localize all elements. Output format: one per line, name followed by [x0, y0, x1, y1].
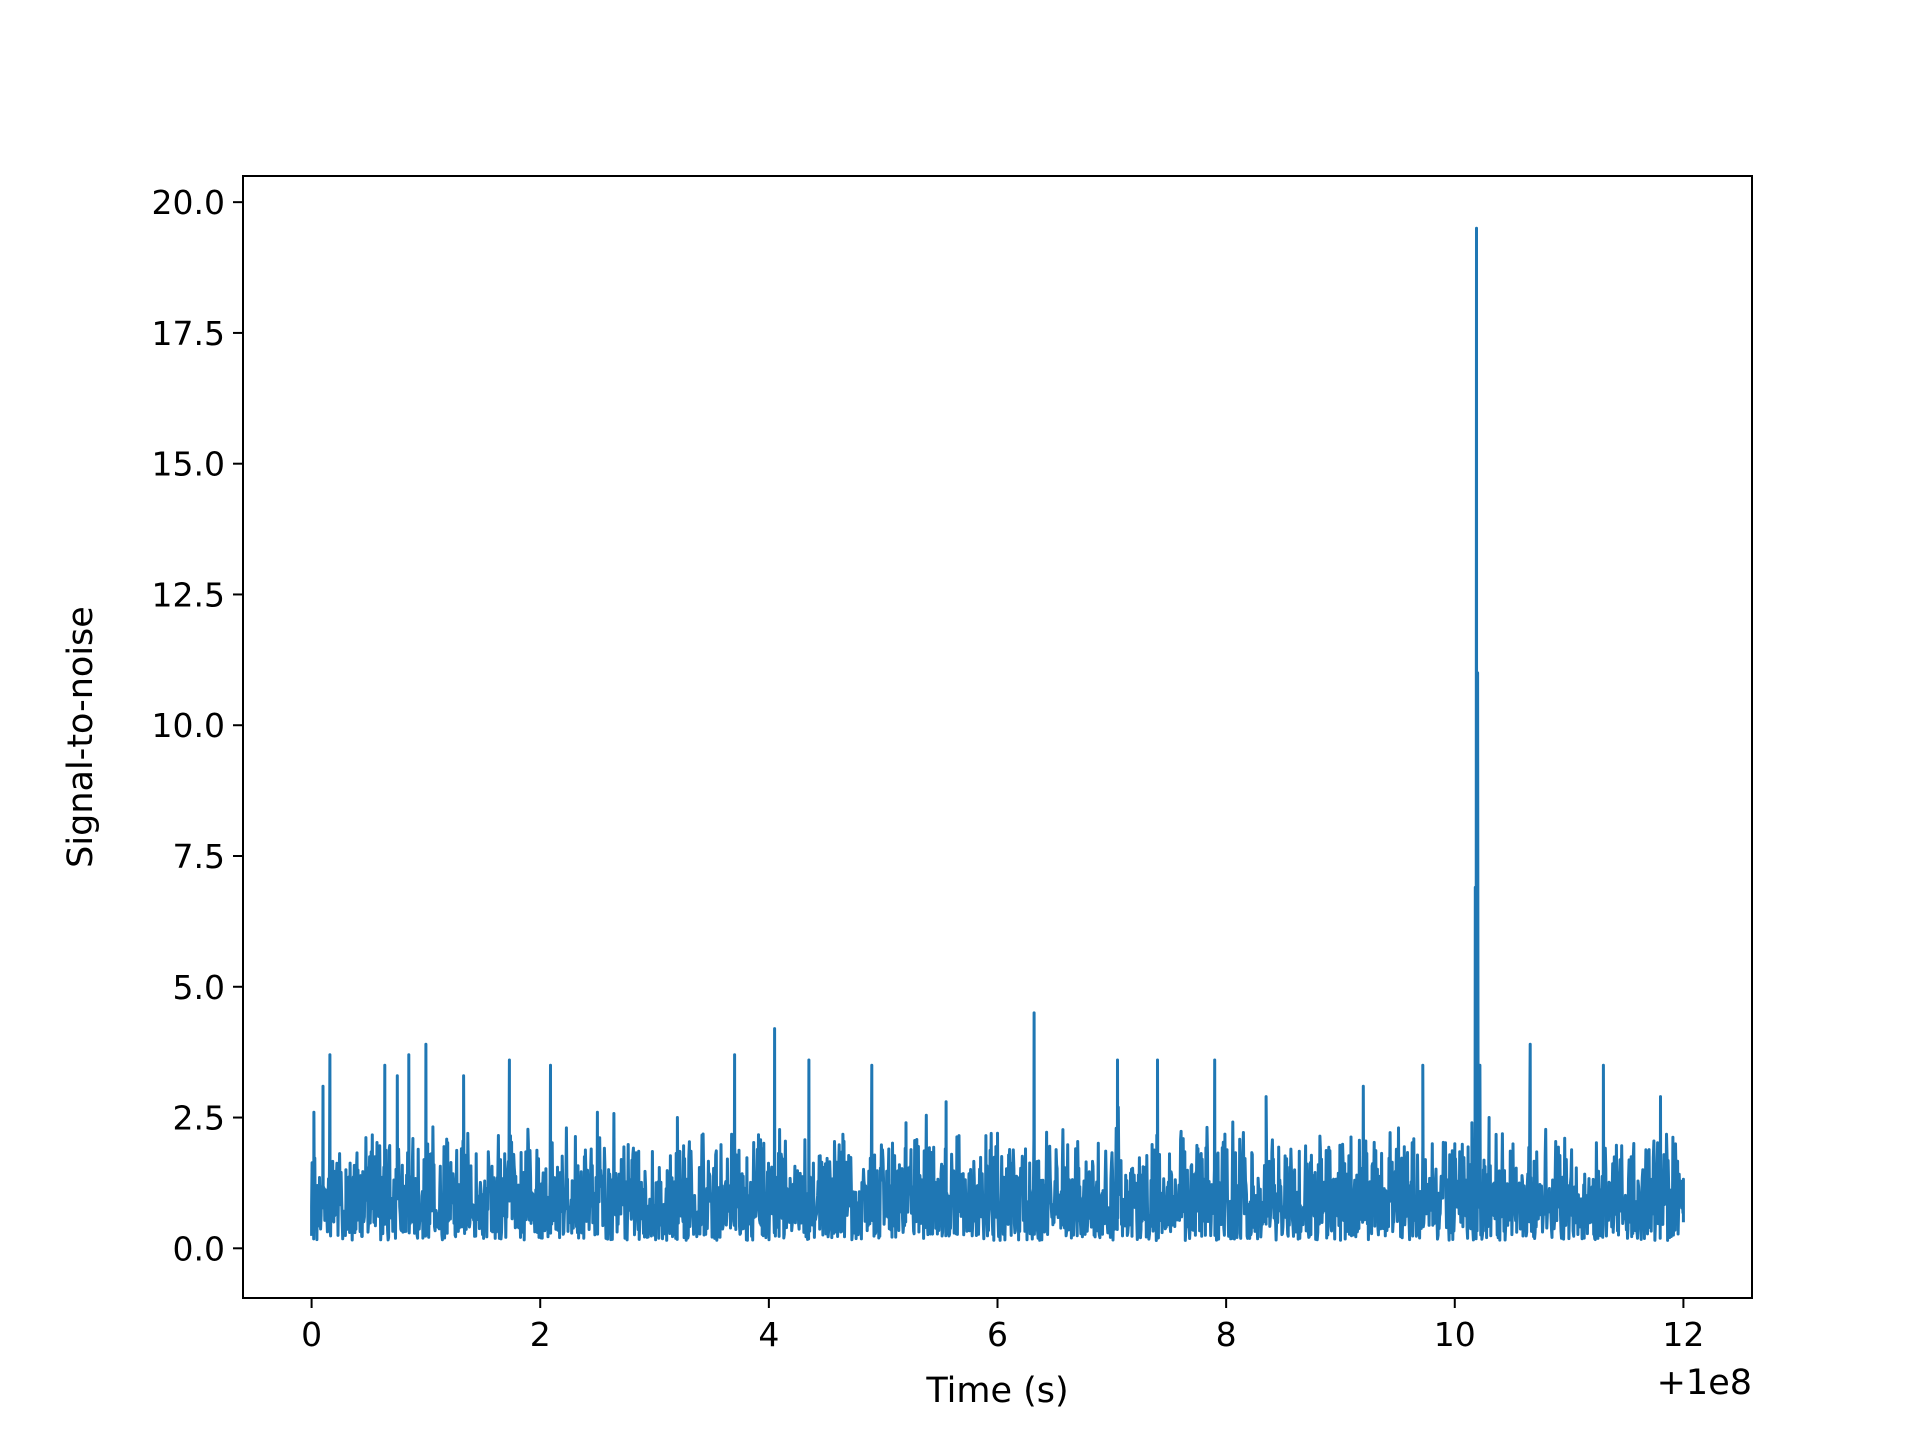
x-tick-label: 8 [1216, 1315, 1237, 1354]
x-tick-label: 6 [987, 1315, 1008, 1354]
series-layer [310, 226, 1685, 1242]
y-tick-label: 20.0 [152, 183, 225, 222]
y-tick-label: 12.5 [152, 575, 225, 614]
y-tick-label: 10.0 [152, 706, 225, 745]
y-tick-label: 7.5 [173, 837, 225, 876]
x-tick-label: 2 [530, 1315, 551, 1354]
y-tick-label: 15.0 [152, 445, 225, 484]
y-tick-label: 0.0 [173, 1229, 225, 1268]
x-tick-label: 10 [1434, 1315, 1476, 1354]
x-tick-label: 4 [758, 1315, 779, 1354]
y-tick-label: 5.0 [173, 968, 225, 1007]
x-tick-label: 12 [1662, 1315, 1704, 1354]
y-tick-label: 2.5 [173, 1099, 225, 1138]
y-tick-label: 17.5 [152, 314, 225, 353]
x-axis: 0 2 4 6 8 10 12 [301, 1298, 1704, 1354]
x-tick-label: 0 [301, 1315, 322, 1354]
x-axis-label: Time (s) [925, 1371, 1068, 1411]
x-axis-offset-label: +1e8 [1657, 1363, 1752, 1403]
y-axis: 0.0 2.5 5.0 7.5 10.0 12.5 15.0 17.5 20.0 [152, 183, 243, 1268]
snr-series-line [310, 226, 1685, 1242]
y-axis-label: Signal-to-noise [61, 606, 101, 868]
